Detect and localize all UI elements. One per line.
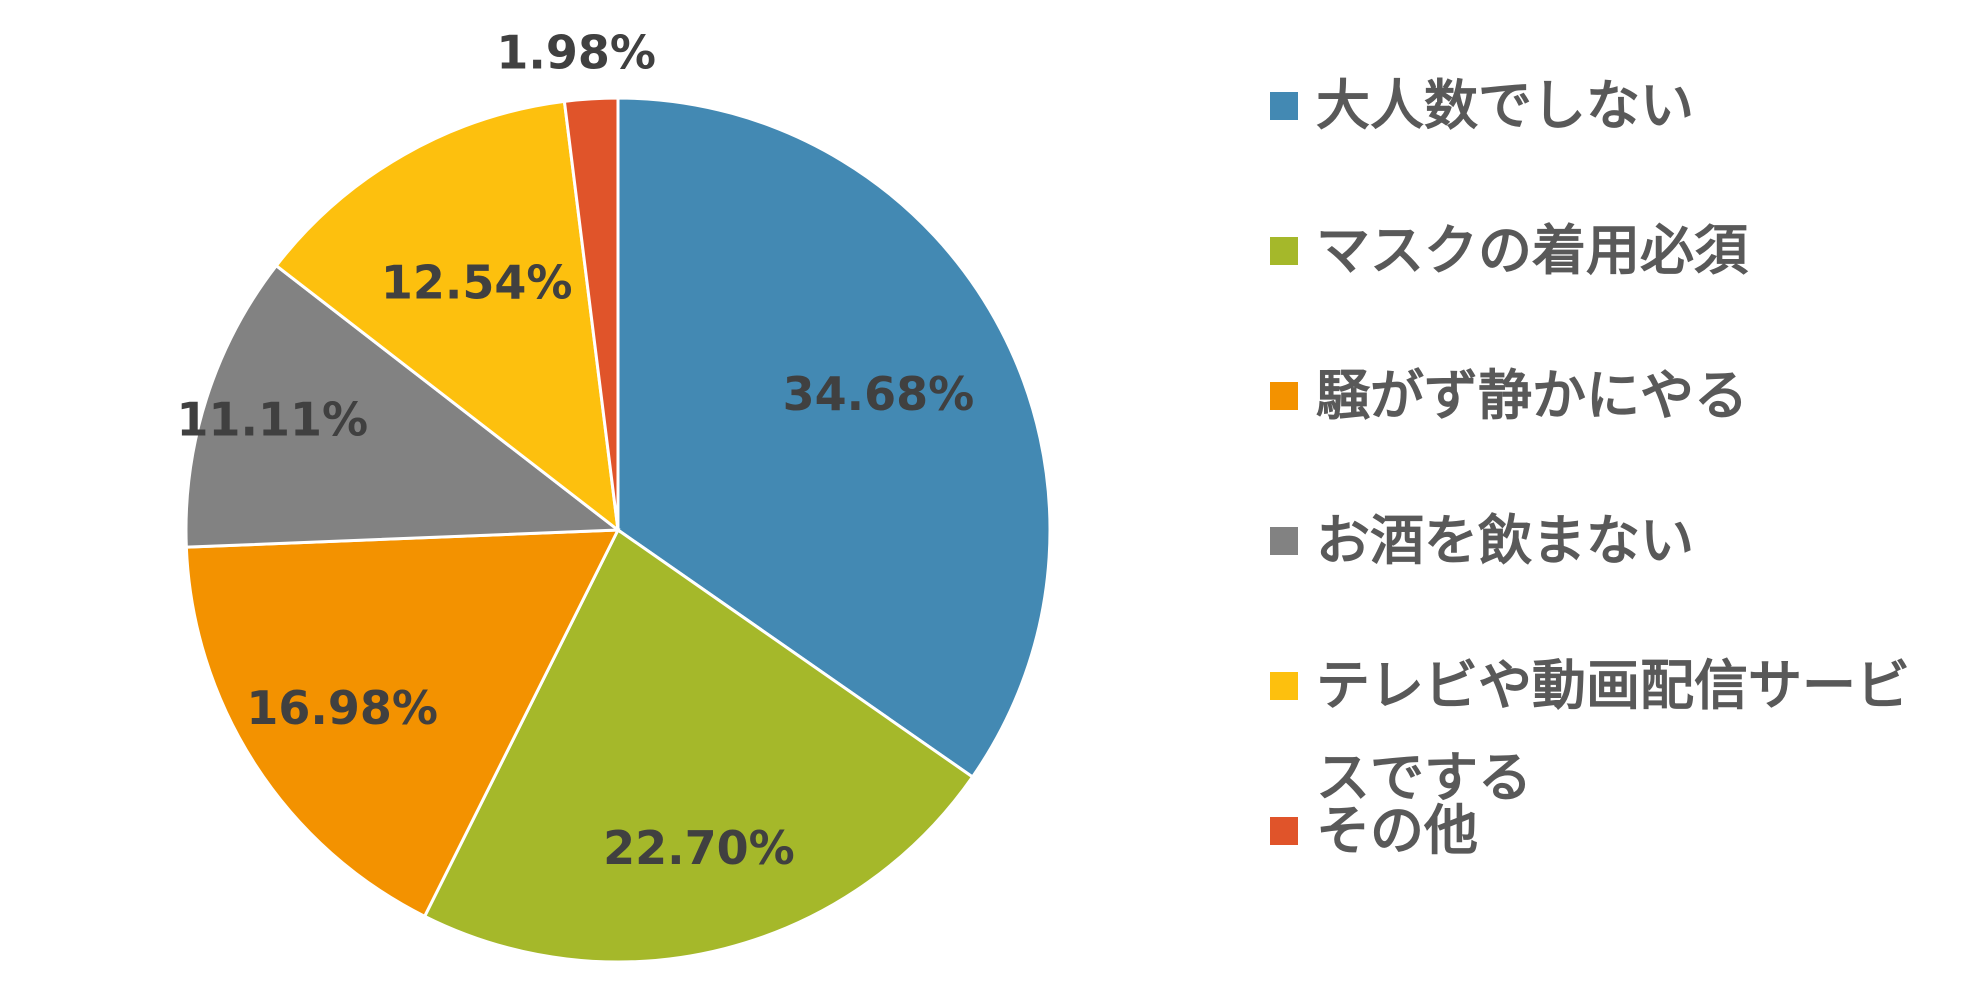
legend-label-0: 大人数でしない — [1316, 74, 1694, 137]
legend-swatch-2 — [1270, 382, 1298, 410]
data-label-4: 12.54% — [381, 255, 573, 309]
data-label-3: 11.11% — [177, 393, 369, 447]
legend-label-3: お酒を飲まない — [1316, 509, 1694, 572]
legend-label-1: マスクの着用必須 — [1316, 219, 1748, 282]
legend-item-5: その他 — [1270, 785, 1956, 877]
data-label-5: 1.98% — [496, 25, 656, 79]
legend-item-2: 騒がず静かにやる — [1270, 350, 1956, 442]
pie-slice-1 — [422, 527, 975, 964]
legend-swatch-5 — [1270, 817, 1298, 845]
data-label-0: 34.68% — [783, 367, 975, 421]
legend-swatch-1 — [1270, 237, 1298, 265]
pie-data-labels: 34.68% 22.70% 16.98% 11.11% 12.54% 1.98% — [177, 25, 975, 875]
pie-slice-4 — [274, 99, 620, 534]
legend-label-2: 騒がず静かにやる — [1316, 364, 1748, 427]
legend-label-5: その他 — [1316, 799, 1478, 862]
legend-swatch-3 — [1270, 527, 1298, 555]
pie-slice-2 — [184, 528, 621, 919]
pie-slice-0 — [616, 96, 1052, 780]
legend-item-4: テレビや動画配信サービスでする — [1270, 640, 1956, 824]
pie-slices — [184, 96, 1052, 964]
data-label-1: 22.70% — [603, 821, 795, 875]
legend-item-1: マスクの着用必須 — [1270, 205, 1956, 297]
legend-label-4: テレビや動画配信サービスでする — [1316, 654, 1910, 809]
pie-slice-3 — [184, 263, 623, 549]
legend-swatch-4 — [1270, 672, 1298, 700]
legend-item-3: お酒を飲まない — [1270, 495, 1956, 587]
data-label-2: 16.98% — [246, 681, 438, 735]
pie-slice-5 — [562, 96, 620, 531]
legend-swatch-0 — [1270, 92, 1298, 120]
legend-item-0: 大人数でしない — [1270, 60, 1956, 152]
